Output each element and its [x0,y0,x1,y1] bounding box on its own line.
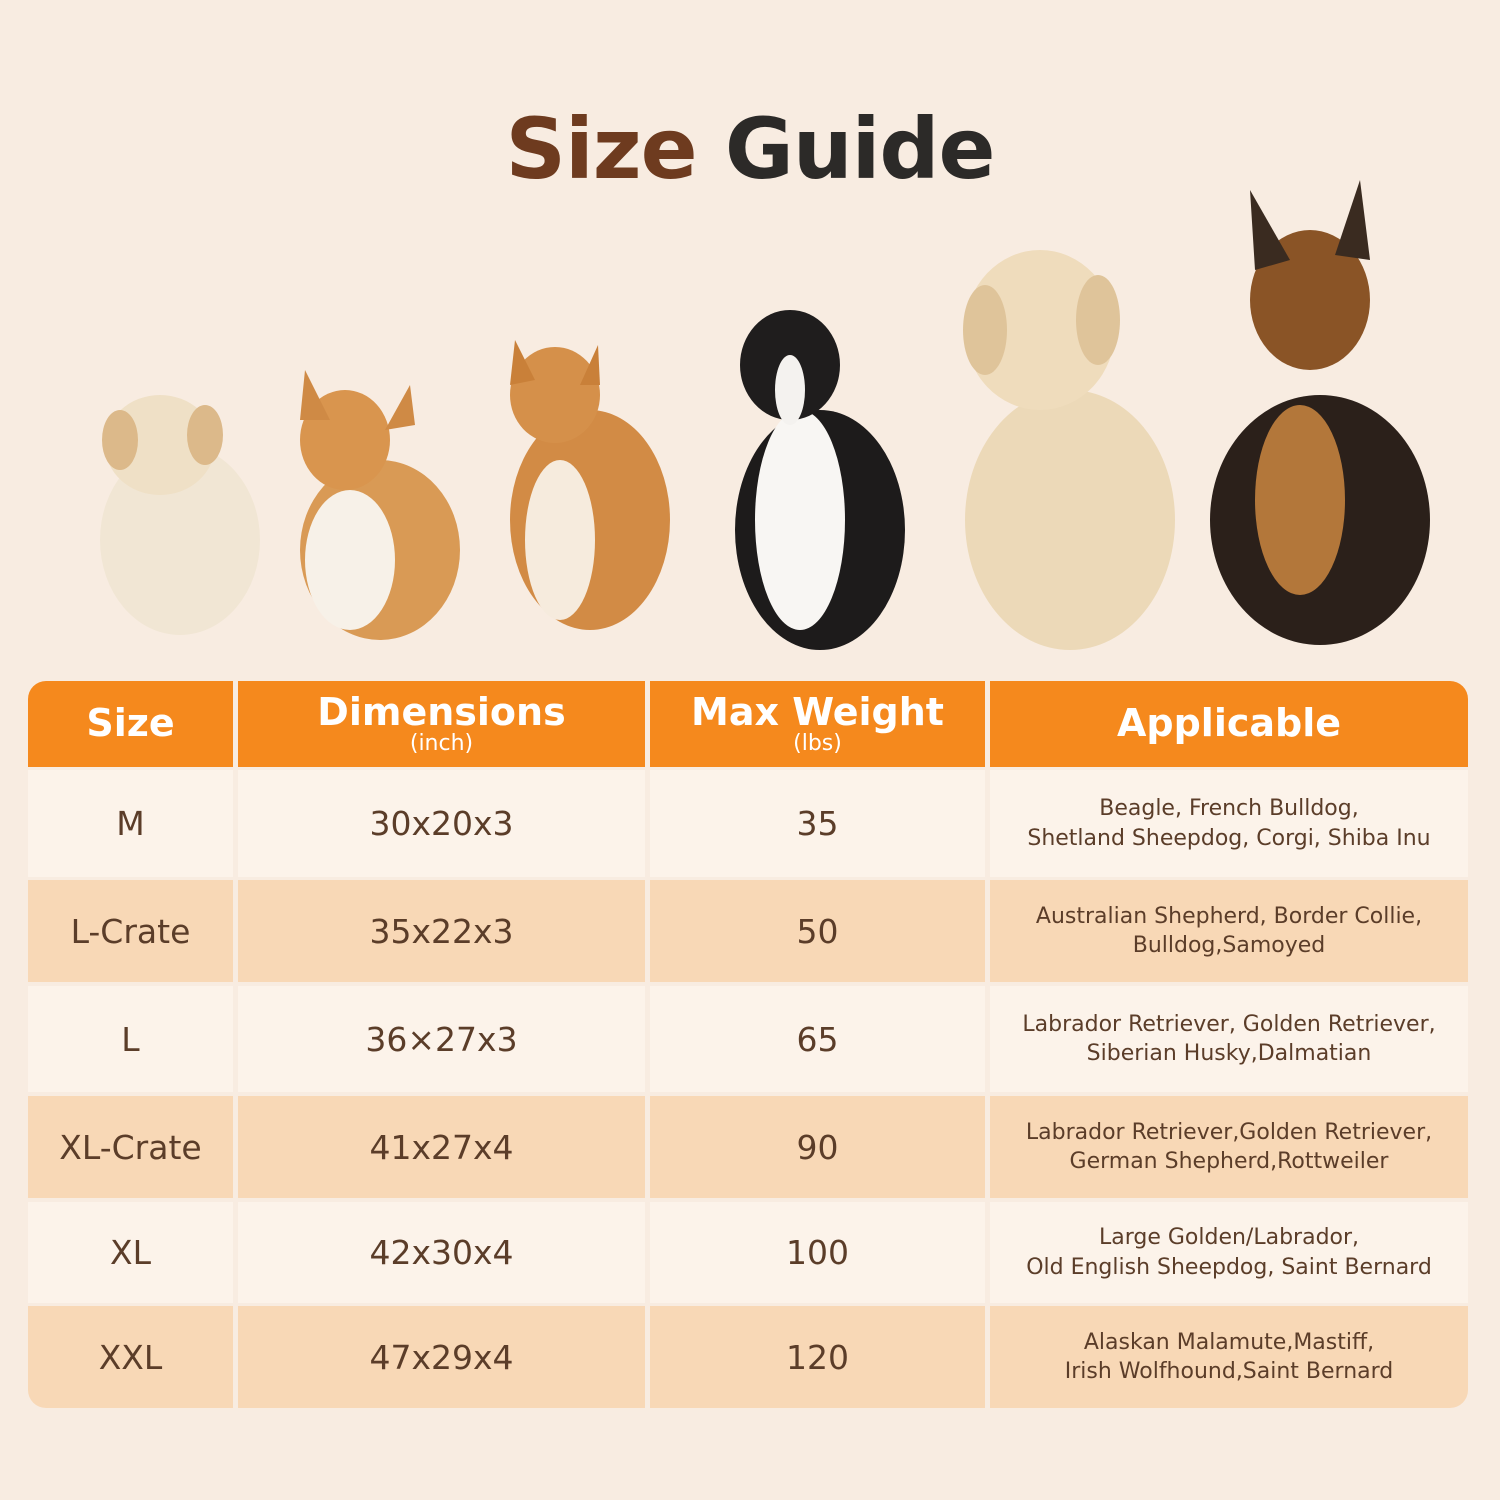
max-weight-cell: 100 [650,1202,985,1303]
header-label: Size [86,701,175,746]
dimensions-cell: 35x22x3 [238,880,645,982]
dog-illustrations [100,180,1430,650]
applicable-cell: Beagle, French Bulldog, Shetland Sheepdog… [990,770,1468,877]
applicable-line: Shetland Sheepdog, Corgi, Shiba Inu [1027,825,1431,851]
applicable-line: Labrador Retriever, Golden Retriever, [1022,1011,1436,1037]
applicable-cell: Australian Shepherd, Border Collie, Bulld… [990,880,1468,982]
header-label: Applicable [1116,701,1342,746]
applicable-cell: Alaskan Malamute,Mastiff, Irish Wolfhound… [990,1306,1468,1408]
applicable-line: Bulldog,Samoyed [1132,933,1326,958]
max-weight-cell: 50 [650,880,985,982]
header-label: Max Weight [691,689,944,734]
size-cell: L-Crate [28,880,233,982]
applicable-line: Beagle, French Bulldog, [1099,796,1359,822]
title-part: Size [505,100,697,198]
max-weight-cell: 120 [650,1306,985,1408]
size-cell: M [28,770,233,877]
applicable-line: Siberian Husky,Dalmatian [1086,1041,1372,1066]
dog-shiba [510,340,670,630]
header-cell: Max Weight (lbs) [650,681,985,767]
dimensions-cell: 42x30x4 [238,1202,645,1303]
max-weight-cell: 65 [650,986,985,1092]
header-unit: (inch) [409,731,474,757]
applicable-line: Old English Sheepdog, Saint Bernard [1026,1254,1432,1280]
dog-border-collie [735,310,905,650]
title: Size Guide [0,100,1500,198]
applicable-cell: Labrador Retriever,Golden Retriever, Germ… [990,1096,1468,1198]
max-weight-cell: 35 [650,770,985,877]
dimensions-cell: 47x29x4 [238,1306,645,1408]
size-cell: XXL [28,1306,233,1408]
header-cell: Dimensions (inch) [238,681,645,767]
applicable-line: German Shepherd,Rottweiler [1069,1149,1389,1174]
size-cell: XL [28,1202,233,1303]
applicable-line: Labrador Retriever,Golden Retriever, [1025,1119,1433,1145]
header-unit: (lbs) [793,731,842,757]
title-part: Guide [724,100,996,198]
dog-puppy [100,395,260,635]
header-cell: Size [28,681,233,767]
applicable-line: Large Golden/Labrador, [1098,1225,1360,1251]
dog-golden-retriever [963,250,1175,650]
header-cell: Applicable [990,681,1468,767]
header-label: Dimensions [317,689,566,734]
dimensions-cell: 36×27x3 [238,986,645,1092]
size-cell: L [28,986,233,1092]
applicable-line: Australian Shepherd, Border Collie, [1035,903,1423,929]
applicable-line: Irish Wolfhound,Saint Bernard [1064,1359,1394,1384]
applicable-cell: Large Golden/Labrador, Old English Sheepd… [990,1202,1468,1303]
dimensions-cell: 41x27x4 [238,1096,645,1198]
dimensions-cell: 30x20x3 [238,770,645,877]
dog-german-shepherd [1210,180,1430,645]
max-weight-cell: 90 [650,1096,985,1198]
dog-corgi [300,370,460,640]
applicable-cell: Labrador Retriever, Golden Retriever, Sib… [990,986,1468,1092]
size-cell: XL-Crate [28,1096,233,1198]
applicable-line: Alaskan Malamute,Mastiff, [1083,1329,1375,1355]
